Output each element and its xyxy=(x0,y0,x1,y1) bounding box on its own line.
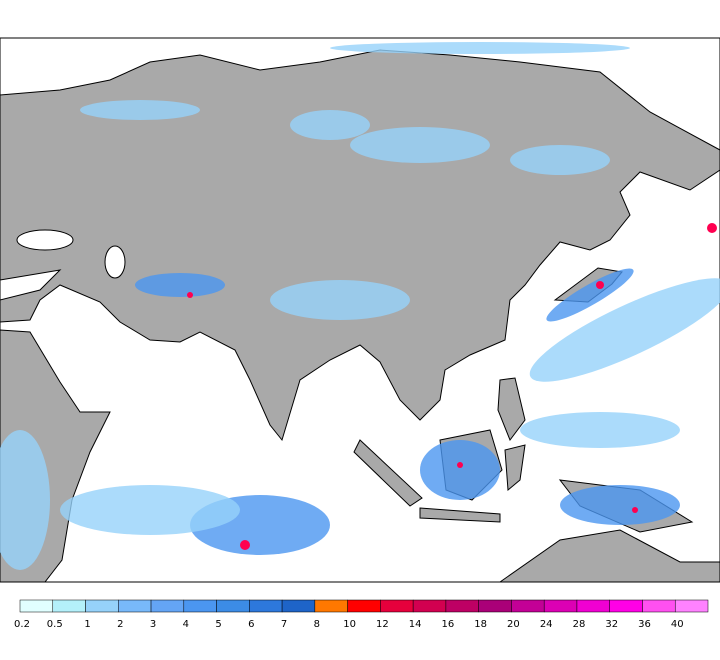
legend-label: 14 xyxy=(409,619,422,630)
legend-label: 6 xyxy=(248,619,254,630)
rain-area xyxy=(350,127,490,163)
legend-swatch xyxy=(674,599,709,613)
legend-swatch xyxy=(118,599,152,613)
heavy-rain xyxy=(707,223,717,233)
legend-label: 18 xyxy=(474,619,487,630)
heavy-rain xyxy=(596,281,604,289)
map xyxy=(0,37,720,583)
sulawesi xyxy=(504,444,526,492)
rain-area xyxy=(270,280,410,320)
legend-swatch xyxy=(642,599,676,613)
legend-label: 12 xyxy=(376,619,389,630)
legend-swatch xyxy=(412,599,447,613)
legend-label: 3 xyxy=(150,619,156,630)
legend-swatch xyxy=(314,599,348,613)
rain-area xyxy=(330,42,630,54)
legend-swatch xyxy=(19,599,54,613)
legend-label: 36 xyxy=(638,619,651,630)
legend-label: 10 xyxy=(343,619,356,630)
legend-swatch xyxy=(380,599,414,613)
legend-label: 20 xyxy=(507,619,520,630)
legend-swatch xyxy=(445,599,479,613)
legend-label: 0.2 xyxy=(14,619,30,630)
legend-swatch xyxy=(347,599,381,613)
legend-label: 5 xyxy=(215,619,221,630)
legend-swatch xyxy=(85,599,119,613)
legend-label: 40 xyxy=(671,619,684,630)
legend-swatch xyxy=(183,599,217,613)
legend-swatch xyxy=(543,599,578,613)
legend-swatch xyxy=(249,599,283,613)
legend-label: 32 xyxy=(605,619,618,630)
black-sea xyxy=(16,229,74,251)
rain-area xyxy=(80,100,200,120)
legend-label: 24 xyxy=(540,619,553,630)
legend-swatch xyxy=(52,599,86,613)
legend-label: 0.5 xyxy=(47,619,63,630)
legend-label: 7 xyxy=(281,619,287,630)
rain-area xyxy=(60,485,240,535)
australia xyxy=(498,529,720,583)
rain-area xyxy=(420,440,500,500)
legend-swatch xyxy=(150,599,185,613)
legend-label: 28 xyxy=(573,619,586,630)
color-legend: 0.2 0.5 1 2 3 4 5 6 7 8 10 12 14 16 18 20 24 28 32 36 40 xyxy=(14,599,709,630)
heavy-rain xyxy=(457,462,463,468)
philippines xyxy=(497,377,526,442)
rain-area xyxy=(290,110,370,140)
rain-area xyxy=(0,430,50,570)
legend-swatch xyxy=(216,599,250,613)
java xyxy=(419,507,501,523)
precipitation xyxy=(0,42,720,570)
legend-swatch xyxy=(281,599,316,613)
heavy-rain xyxy=(187,292,193,298)
legend-label: 2 xyxy=(117,619,123,630)
legend-label: 16 xyxy=(442,619,455,630)
legend-swatch xyxy=(478,599,512,613)
legend-label: 4 xyxy=(183,619,189,630)
caspian-sea xyxy=(104,245,126,279)
legend-label: 1 xyxy=(84,619,90,630)
rain-area xyxy=(135,273,225,297)
heavy-rain xyxy=(632,507,638,513)
rain-area xyxy=(546,268,634,322)
legend-swatch xyxy=(511,599,545,613)
heavy-rain xyxy=(240,540,250,550)
mediterranean xyxy=(0,269,62,301)
legend-swatch xyxy=(576,599,610,613)
legend-label: 8 xyxy=(314,619,320,630)
legend-swatch xyxy=(609,599,643,613)
rain-area xyxy=(529,278,720,382)
rain-area xyxy=(520,412,680,448)
sumatra xyxy=(353,439,423,507)
rain-area xyxy=(560,485,680,525)
rain-area xyxy=(510,145,610,175)
